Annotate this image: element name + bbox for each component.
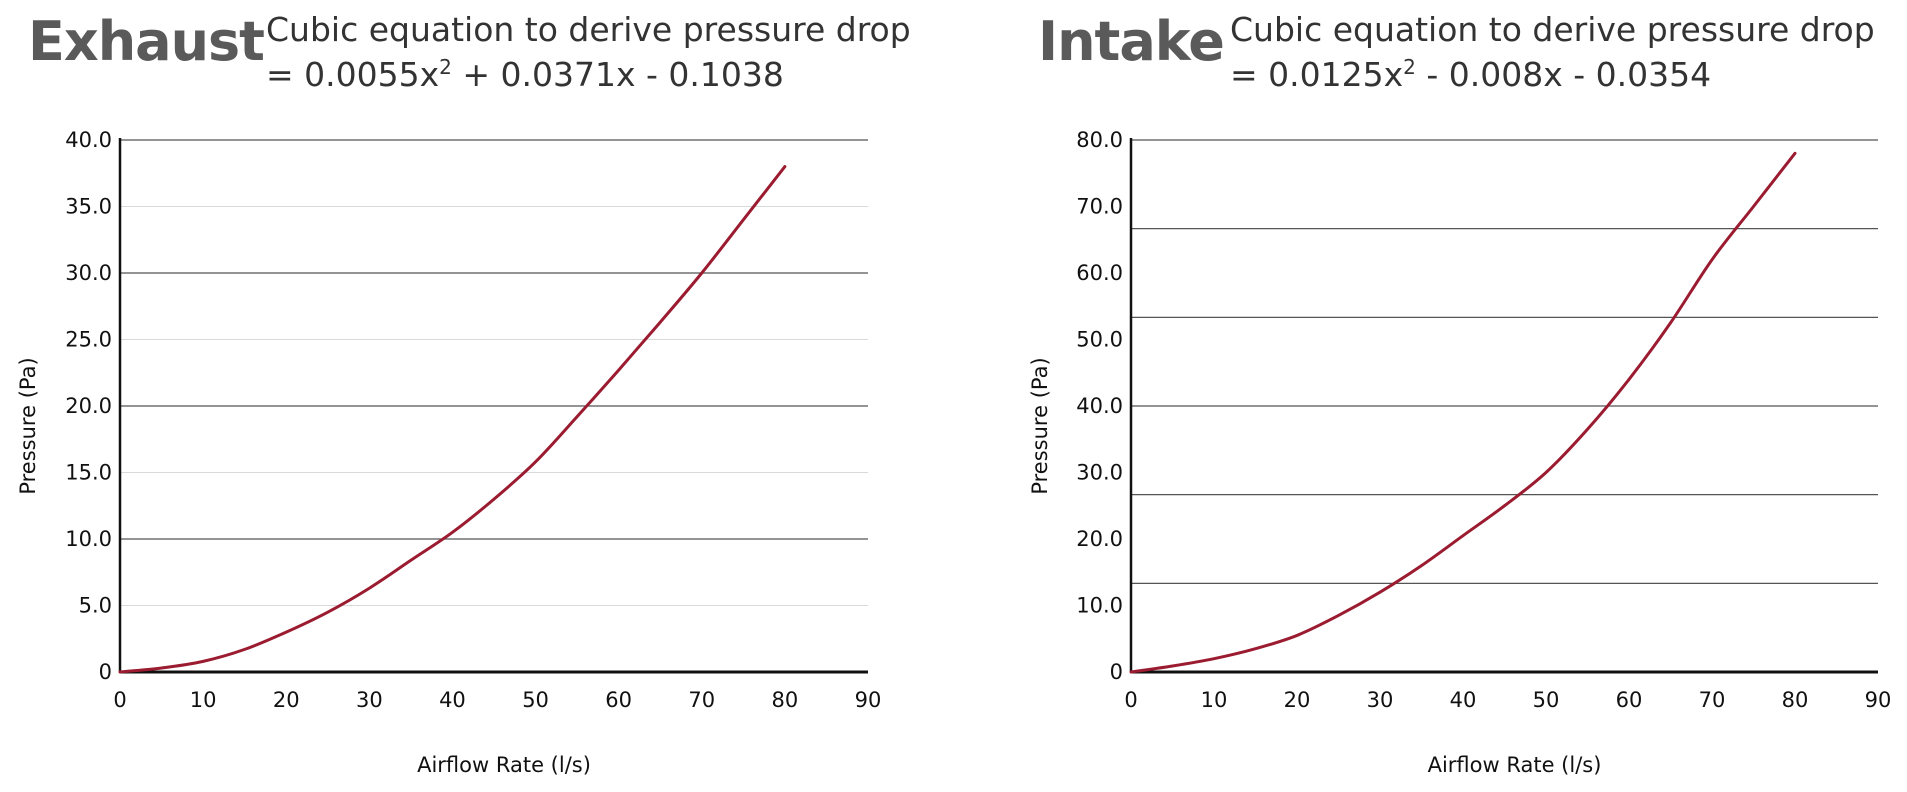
x-tick-label: 20 xyxy=(1284,688,1311,712)
x-tick-label: 80 xyxy=(772,688,799,712)
series-line xyxy=(1129,151,1797,674)
y-tick-label: 40.0 xyxy=(65,128,112,152)
x-tick-label: 70 xyxy=(688,688,715,712)
x-tick-label: 20 xyxy=(273,688,300,712)
x-tick-label: 50 xyxy=(1533,688,1560,712)
exhaust-equation-caption: Cubic equation to derive pressure drop xyxy=(266,10,911,49)
x-tick-label: 30 xyxy=(1367,688,1394,712)
x-tick-label: 0 xyxy=(113,688,126,712)
x-tick-label: 0 xyxy=(1124,688,1137,712)
exhaust-equation: = 0.0055x2 + 0.0371x - 0.1038 xyxy=(266,55,784,94)
y-tick-label: 10.0 xyxy=(1076,594,1123,618)
y-axis-title: Pressure (Pa) xyxy=(16,357,40,494)
y-axis-title: Pressure (Pa) xyxy=(1028,357,1052,494)
exhaust-equation-exponent: 2 xyxy=(439,55,452,79)
y-tick-label: 30.0 xyxy=(1076,461,1123,485)
intake-title: Intake xyxy=(1038,10,1225,73)
y-tick-label: 0 xyxy=(99,660,112,684)
y-tick-label: 70.0 xyxy=(1076,195,1123,219)
x-tick-label: 40 xyxy=(439,688,466,712)
x-tick-label: 60 xyxy=(605,688,632,712)
y-tick-label: 80.0 xyxy=(1076,128,1123,152)
x-tick-label: 50 xyxy=(522,688,549,712)
y-tick-label: 20.0 xyxy=(1076,527,1123,551)
y-tick-label: 15.0 xyxy=(65,461,112,485)
x-tick-label: 90 xyxy=(855,688,882,712)
x-tick-label: 90 xyxy=(1865,688,1892,712)
x-tick-label: 40 xyxy=(1450,688,1477,712)
intake-equation-exponent: 2 xyxy=(1403,55,1416,79)
x-tick-label: 10 xyxy=(190,688,217,712)
y-tick-label: 5.0 xyxy=(79,594,112,618)
y-tick-label: 20.0 xyxy=(65,394,112,418)
series-line xyxy=(118,165,787,674)
y-tick-label: 0 xyxy=(1110,660,1123,684)
x-tick-label: 30 xyxy=(356,688,383,712)
y-tick-label: 25.0 xyxy=(65,328,112,352)
intake-panel: Intake Cubic equation to derive pressure… xyxy=(1010,0,1907,792)
exhaust-title: Exhaust xyxy=(28,10,265,73)
y-tick-label: 10.0 xyxy=(65,527,112,551)
x-axis-title: Airflow Rate (l/s) xyxy=(1428,753,1602,777)
y-tick-label: 60.0 xyxy=(1076,261,1123,285)
x-tick-label: 10 xyxy=(1201,688,1228,712)
exhaust-chart: 0 5.0 10.0 15.0 20.0 25.0 30.0 35.0 40.0 0 10 20 30 4… xyxy=(16,128,882,777)
intake-equation-caption: Cubic equation to derive pressure drop xyxy=(1230,10,1875,49)
exhaust-panel: Exhaust Cubic equation to derive pressur… xyxy=(0,0,950,792)
y-tick-label: 40.0 xyxy=(1076,394,1123,418)
exhaust-equation-lhs: = 0.0055x xyxy=(266,55,440,94)
y-tick-label: 30.0 xyxy=(65,261,112,285)
intake-equation-rhs: - 0.008x - 0.0354 xyxy=(1415,55,1712,94)
intake-equation: = 0.0125x2 - 0.008x - 0.0354 xyxy=(1230,55,1711,94)
y-tick-label: 50.0 xyxy=(1076,328,1123,352)
intake-chart: 0 10.0 20.0 30.0 40.0 50.0 60.0 70.0 80.0 0 10 20 30… xyxy=(1028,128,1892,777)
exhaust-equation-rhs: + 0.0371x - 0.1038 xyxy=(451,55,784,94)
y-tick-label: 35.0 xyxy=(65,195,112,219)
intake-equation-lhs: = 0.0125x xyxy=(1230,55,1404,94)
x-axis-title: Airflow Rate (l/s) xyxy=(417,753,591,777)
x-tick-label: 80 xyxy=(1782,688,1809,712)
x-tick-label: 70 xyxy=(1699,688,1726,712)
x-tick-label: 60 xyxy=(1616,688,1643,712)
